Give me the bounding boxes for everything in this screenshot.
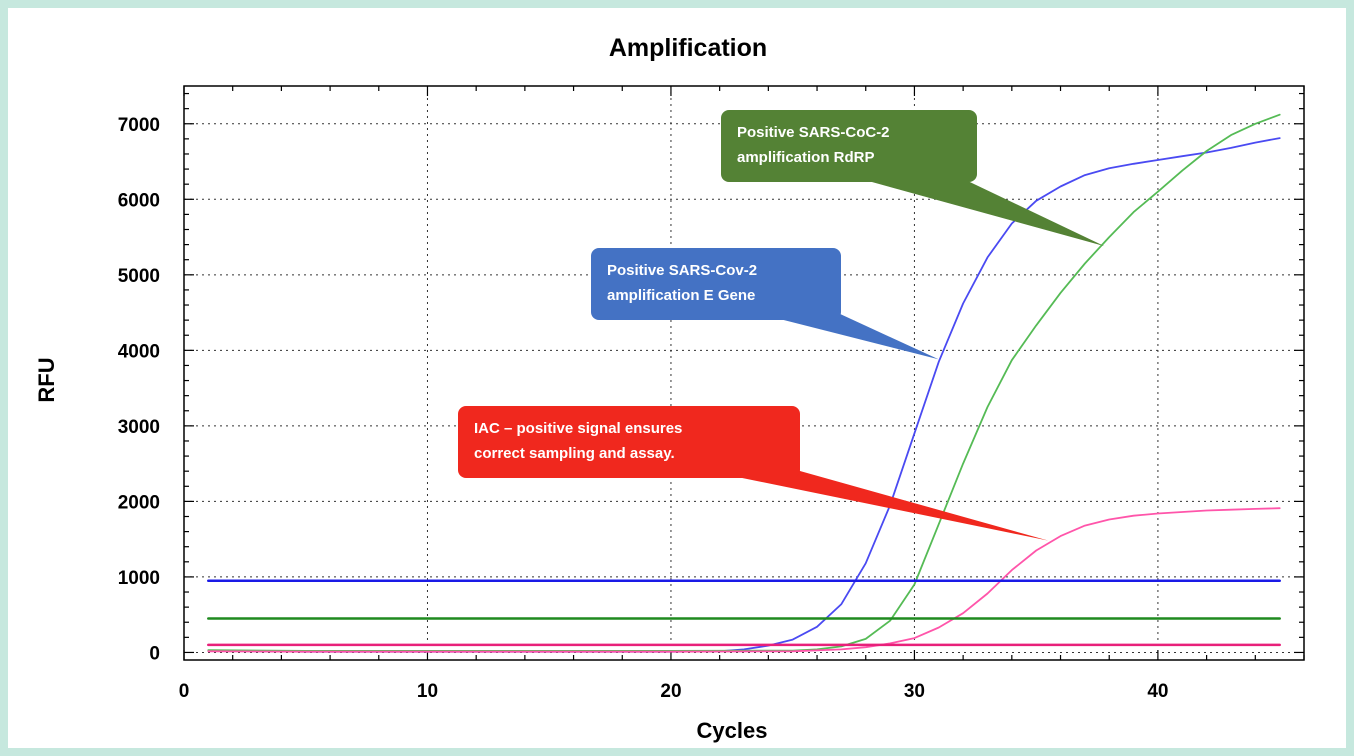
series-line-0: [207, 137, 1281, 653]
callout-box-1: [591, 248, 841, 320]
x-axis-label: Cycles: [697, 718, 768, 743]
callout-pointer-2: [708, 471, 1049, 541]
y-tick-label: 0: [149, 643, 160, 664]
y-tick-label: 4000: [118, 341, 160, 362]
x-tick-label: 40: [1147, 681, 1168, 702]
callout-pointer-0: [843, 174, 1105, 247]
callout-text-2: correct sampling and assay.: [474, 445, 675, 462]
x-tick-label: 0: [179, 681, 190, 702]
plot-frame: [183, 85, 1305, 661]
series-line-1: [207, 113, 1281, 652]
x-tick-label: 20: [660, 681, 681, 702]
y-tick-label: 2000: [118, 492, 160, 513]
x-tick-label: 30: [904, 681, 925, 702]
amplification-chart: Amplification Cycles RFU 0 10 20 30 40 0 1000 2…: [34, 34, 1305, 743]
y-tick-label: 3000: [118, 417, 160, 438]
chart-title: Amplification: [609, 34, 767, 62]
y-tick-label: 6000: [118, 190, 160, 211]
callout-text-1: amplification E Gene: [607, 287, 755, 304]
y-tick-label: 5000: [118, 266, 160, 287]
callout-pointer-1: [756, 313, 939, 360]
y-tick-label: 1000: [118, 568, 160, 589]
series-line-2: [207, 507, 1281, 653]
callout-text-1: Positive SARS-Cov-2: [607, 262, 757, 279]
callout-box-0: [721, 110, 977, 182]
y-tick-label: 7000: [118, 115, 160, 136]
chart-panel: Amplification Cycles RFU 0 10 20 30 40 0 1000 2…: [8, 8, 1346, 748]
callout-text-0: Positive SARS-CoC-2: [737, 124, 890, 141]
callout-box-2: [458, 406, 800, 478]
callout-text-0: amplification RdRP: [737, 149, 875, 166]
callout-text-2: IAC – positive signal ensures: [474, 420, 682, 437]
y-axis-label: RFU: [34, 357, 59, 402]
x-tick-label: 10: [417, 681, 438, 702]
